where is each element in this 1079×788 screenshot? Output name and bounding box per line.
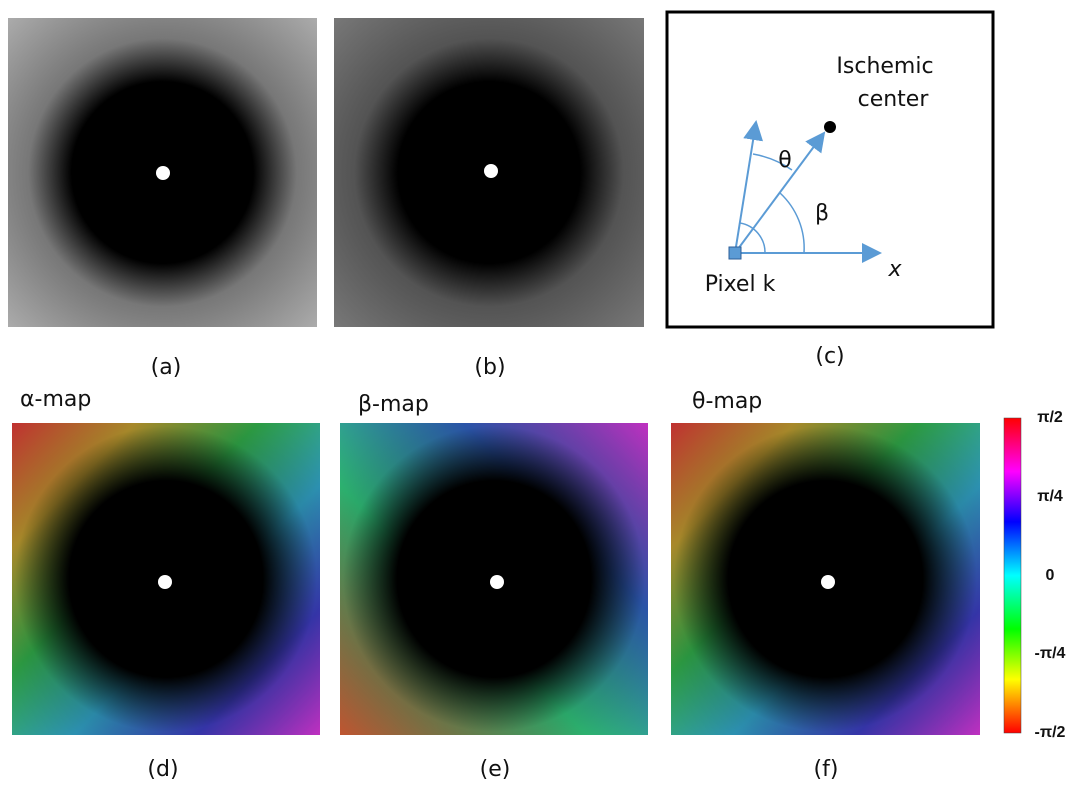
center-marker: [824, 121, 836, 133]
figure: Ischemic center θ β Pixel k x (a) (b) (c…: [0, 0, 1079, 784]
panel-label: (a): [151, 355, 182, 380]
panel-label: (e): [480, 757, 511, 782]
beta-label: β: [815, 201, 829, 226]
colorbar-label: -π/2: [1035, 724, 1066, 741]
panel-label: (f): [814, 757, 839, 782]
map-title: β-map: [358, 392, 429, 417]
pixel-marker: [729, 247, 741, 259]
axis-label: x: [887, 257, 902, 282]
target-label: Ischemic: [836, 54, 933, 79]
center-dot: [484, 164, 498, 178]
map-title: α-map: [20, 387, 91, 412]
center-dot: [158, 575, 172, 589]
panel-label: (d): [147, 757, 178, 782]
center-dot: [156, 166, 170, 180]
colorbar: π/2 π/4 0 -π/4 -π/2: [1004, 409, 1066, 741]
map-title: θ-map: [692, 389, 762, 414]
colorbar-gradient: [1004, 418, 1021, 733]
panel-label: (c): [815, 344, 844, 369]
colorbar-label: π/4: [1037, 488, 1063, 505]
colorbar-label: 0: [1046, 567, 1055, 584]
theta-label: θ: [778, 148, 791, 173]
pixel-label: Pixel k: [705, 272, 776, 297]
target-label: center: [858, 87, 930, 112]
center-dot: [490, 575, 504, 589]
colorbar-label: π/2: [1037, 409, 1063, 426]
colorbar-label: -π/4: [1035, 645, 1066, 662]
center-dot: [821, 575, 835, 589]
panel-label: (b): [474, 355, 505, 380]
